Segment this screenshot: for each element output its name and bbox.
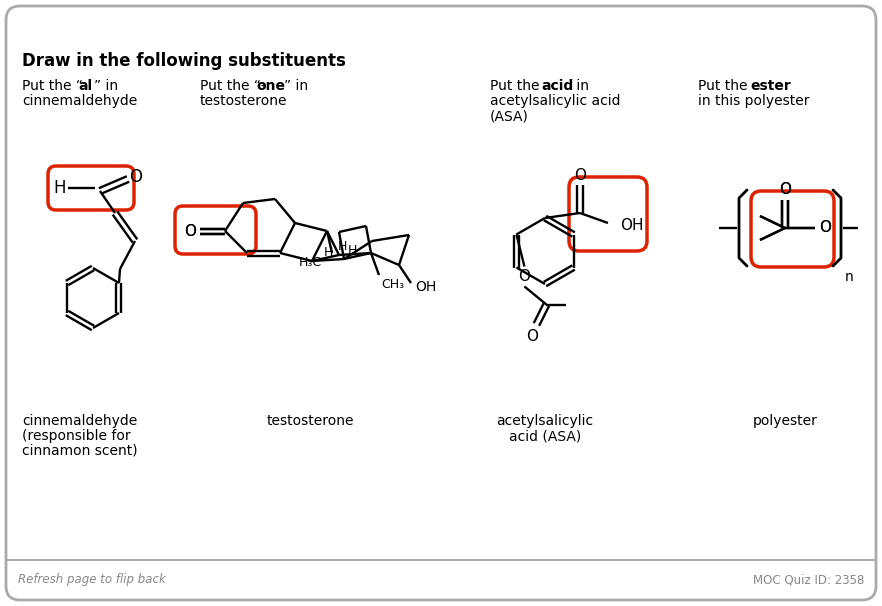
Text: al: al [78, 79, 92, 93]
Text: OH: OH [415, 280, 437, 294]
FancyBboxPatch shape [751, 191, 834, 267]
Text: H: H [54, 179, 66, 197]
Text: acetylsalicylic: acetylsalicylic [497, 414, 594, 428]
Text: (ASA): (ASA) [490, 109, 529, 123]
Text: Draw in the following substituents: Draw in the following substituents [22, 52, 346, 70]
Text: Put the: Put the [698, 79, 751, 93]
Text: acid (ASA): acid (ASA) [509, 429, 581, 443]
Text: O: O [574, 167, 586, 182]
Text: O: O [130, 168, 143, 186]
Text: O: O [184, 224, 196, 239]
Text: O: O [779, 182, 791, 198]
Text: ” in: ” in [284, 79, 308, 93]
Text: testosterone: testosterone [200, 94, 288, 108]
Text: in: in [572, 79, 589, 93]
Text: polyester: polyester [752, 414, 818, 428]
Text: (responsible for: (responsible for [22, 429, 131, 443]
Text: Put the: Put the [490, 79, 544, 93]
Text: cinnemaldehyde: cinnemaldehyde [22, 414, 138, 428]
Text: cinnamon scent): cinnamon scent) [22, 444, 138, 458]
Text: acetylsalicylic acid: acetylsalicylic acid [490, 94, 621, 108]
FancyBboxPatch shape [6, 6, 876, 600]
Text: testosterone: testosterone [266, 414, 354, 428]
Text: H: H [324, 247, 333, 259]
Text: O: O [819, 221, 831, 236]
Text: n: n [845, 270, 854, 284]
Text: ester: ester [750, 79, 791, 93]
Text: Refresh page to flip back: Refresh page to flip back [18, 573, 166, 587]
Text: MOC Quiz ID: 2358: MOC Quiz ID: 2358 [752, 573, 864, 587]
Text: Put the “-: Put the “- [200, 79, 265, 93]
FancyBboxPatch shape [48, 166, 134, 210]
FancyBboxPatch shape [569, 177, 647, 251]
FancyBboxPatch shape [175, 206, 256, 254]
Text: in this polyester: in this polyester [698, 94, 810, 108]
Text: O: O [519, 269, 530, 284]
Text: H: H [348, 244, 356, 258]
Text: ” in: ” in [94, 79, 118, 93]
Text: O: O [184, 224, 196, 239]
Text: O: O [527, 329, 538, 344]
Text: CH₃: CH₃ [381, 279, 404, 291]
Text: acid: acid [541, 79, 573, 93]
Text: H₃C: H₃C [299, 256, 322, 270]
Text: O: O [819, 221, 831, 236]
Text: OH: OH [620, 218, 644, 233]
Text: cinnemaldehyde: cinnemaldehyde [22, 94, 138, 108]
Text: one: one [256, 79, 285, 93]
Text: H: H [337, 241, 347, 253]
Text: Put the “-: Put the “- [22, 79, 87, 93]
Text: O: O [779, 182, 791, 198]
